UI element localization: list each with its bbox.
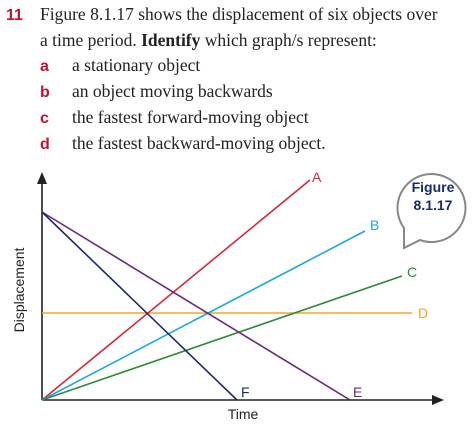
item-text: a stationary object [72,55,200,75]
item-letter: a [40,58,49,75]
text: which graph/s represent: [200,30,376,50]
line-a [41,179,311,401]
line-label: B [370,217,379,233]
item-text: the fastest forward-moving object [72,107,309,127]
y-axis-label: Displacement [11,247,27,332]
line-b [41,230,366,401]
badge-text: Figure [412,179,455,195]
x-axis-label: Time [228,406,259,422]
line-label: F [241,384,250,400]
question-number: 11 [6,7,23,24]
line-label: E [353,384,362,400]
graph [37,172,444,405]
line-f [41,211,238,401]
badge-text: 8.1.17 [414,197,453,213]
item-letter: b [40,84,50,101]
item-text: the fastest backward-moving object. [72,133,326,153]
item-letter: c [40,110,49,127]
arrow [37,172,47,184]
line-label: C [407,264,417,280]
question-text: Figure 8.1.17 shows the displacement of … [40,4,438,24]
line-e [41,211,351,401]
line-label: D [418,305,428,321]
item-letter: d [40,136,50,153]
question-text: a time period. Identify which graph/s re… [40,30,377,50]
line-labels: A B C D E F [241,169,428,400]
badge-bubble [396,173,467,250]
emphasis: Identify [141,30,201,50]
item-text: an object moving backwards [72,81,273,101]
line-label: A [312,169,322,185]
arrow [432,395,444,405]
text: a time period. [40,30,141,50]
figure-badge: Figure 8.1.17 [396,173,467,250]
line-c [41,275,403,401]
